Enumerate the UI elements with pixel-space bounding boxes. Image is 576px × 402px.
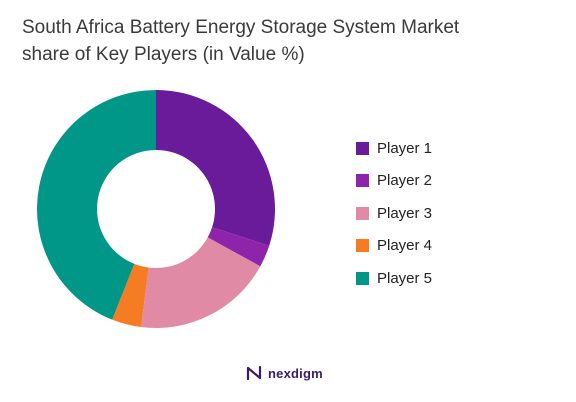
donut-slice-5 [36, 90, 157, 320]
legend-label: Player 1 [377, 139, 433, 157]
legend-item-5: Player 5 [356, 262, 432, 295]
brand-name: nexdigm [268, 365, 323, 381]
nexdigm-logo-icon [246, 365, 262, 381]
legend-swatch [356, 174, 369, 188]
title-line-1: South Africa Battery Energy Storage Syst… [22, 17, 460, 38]
legend-label: Player 4 [377, 237, 433, 255]
donut-slice-4 [112, 263, 149, 328]
legend-swatch [356, 239, 369, 253]
title-line-2: share of Key Players (in Value %) [22, 44, 305, 65]
donut-slice-2 [207, 227, 270, 267]
legend-swatch [356, 271, 369, 285]
legend-item-2: Player 2 [356, 165, 432, 198]
donut-slice-3 [141, 237, 261, 328]
chart-title: South Africa Battery Energy Storage Syst… [22, 14, 562, 68]
legend-label: Player 2 [377, 172, 433, 190]
chart-legend: Player 1 Player 2 Player 3 Player 4 Player 5 [356, 132, 432, 295]
legend-swatch [356, 206, 369, 220]
legend-label: Player 3 [377, 204, 433, 222]
legend-item-4: Player 4 [356, 230, 432, 263]
brand-logo: nexdigm [245, 364, 323, 382]
legend-item-1: Player 1 [356, 132, 432, 165]
donut-slices [36, 90, 275, 328]
legend-label: Player 5 [377, 269, 433, 287]
donut-slice-1 [156, 90, 275, 246]
legend-item-3: Player 3 [356, 197, 432, 230]
legend-swatch [356, 141, 369, 155]
